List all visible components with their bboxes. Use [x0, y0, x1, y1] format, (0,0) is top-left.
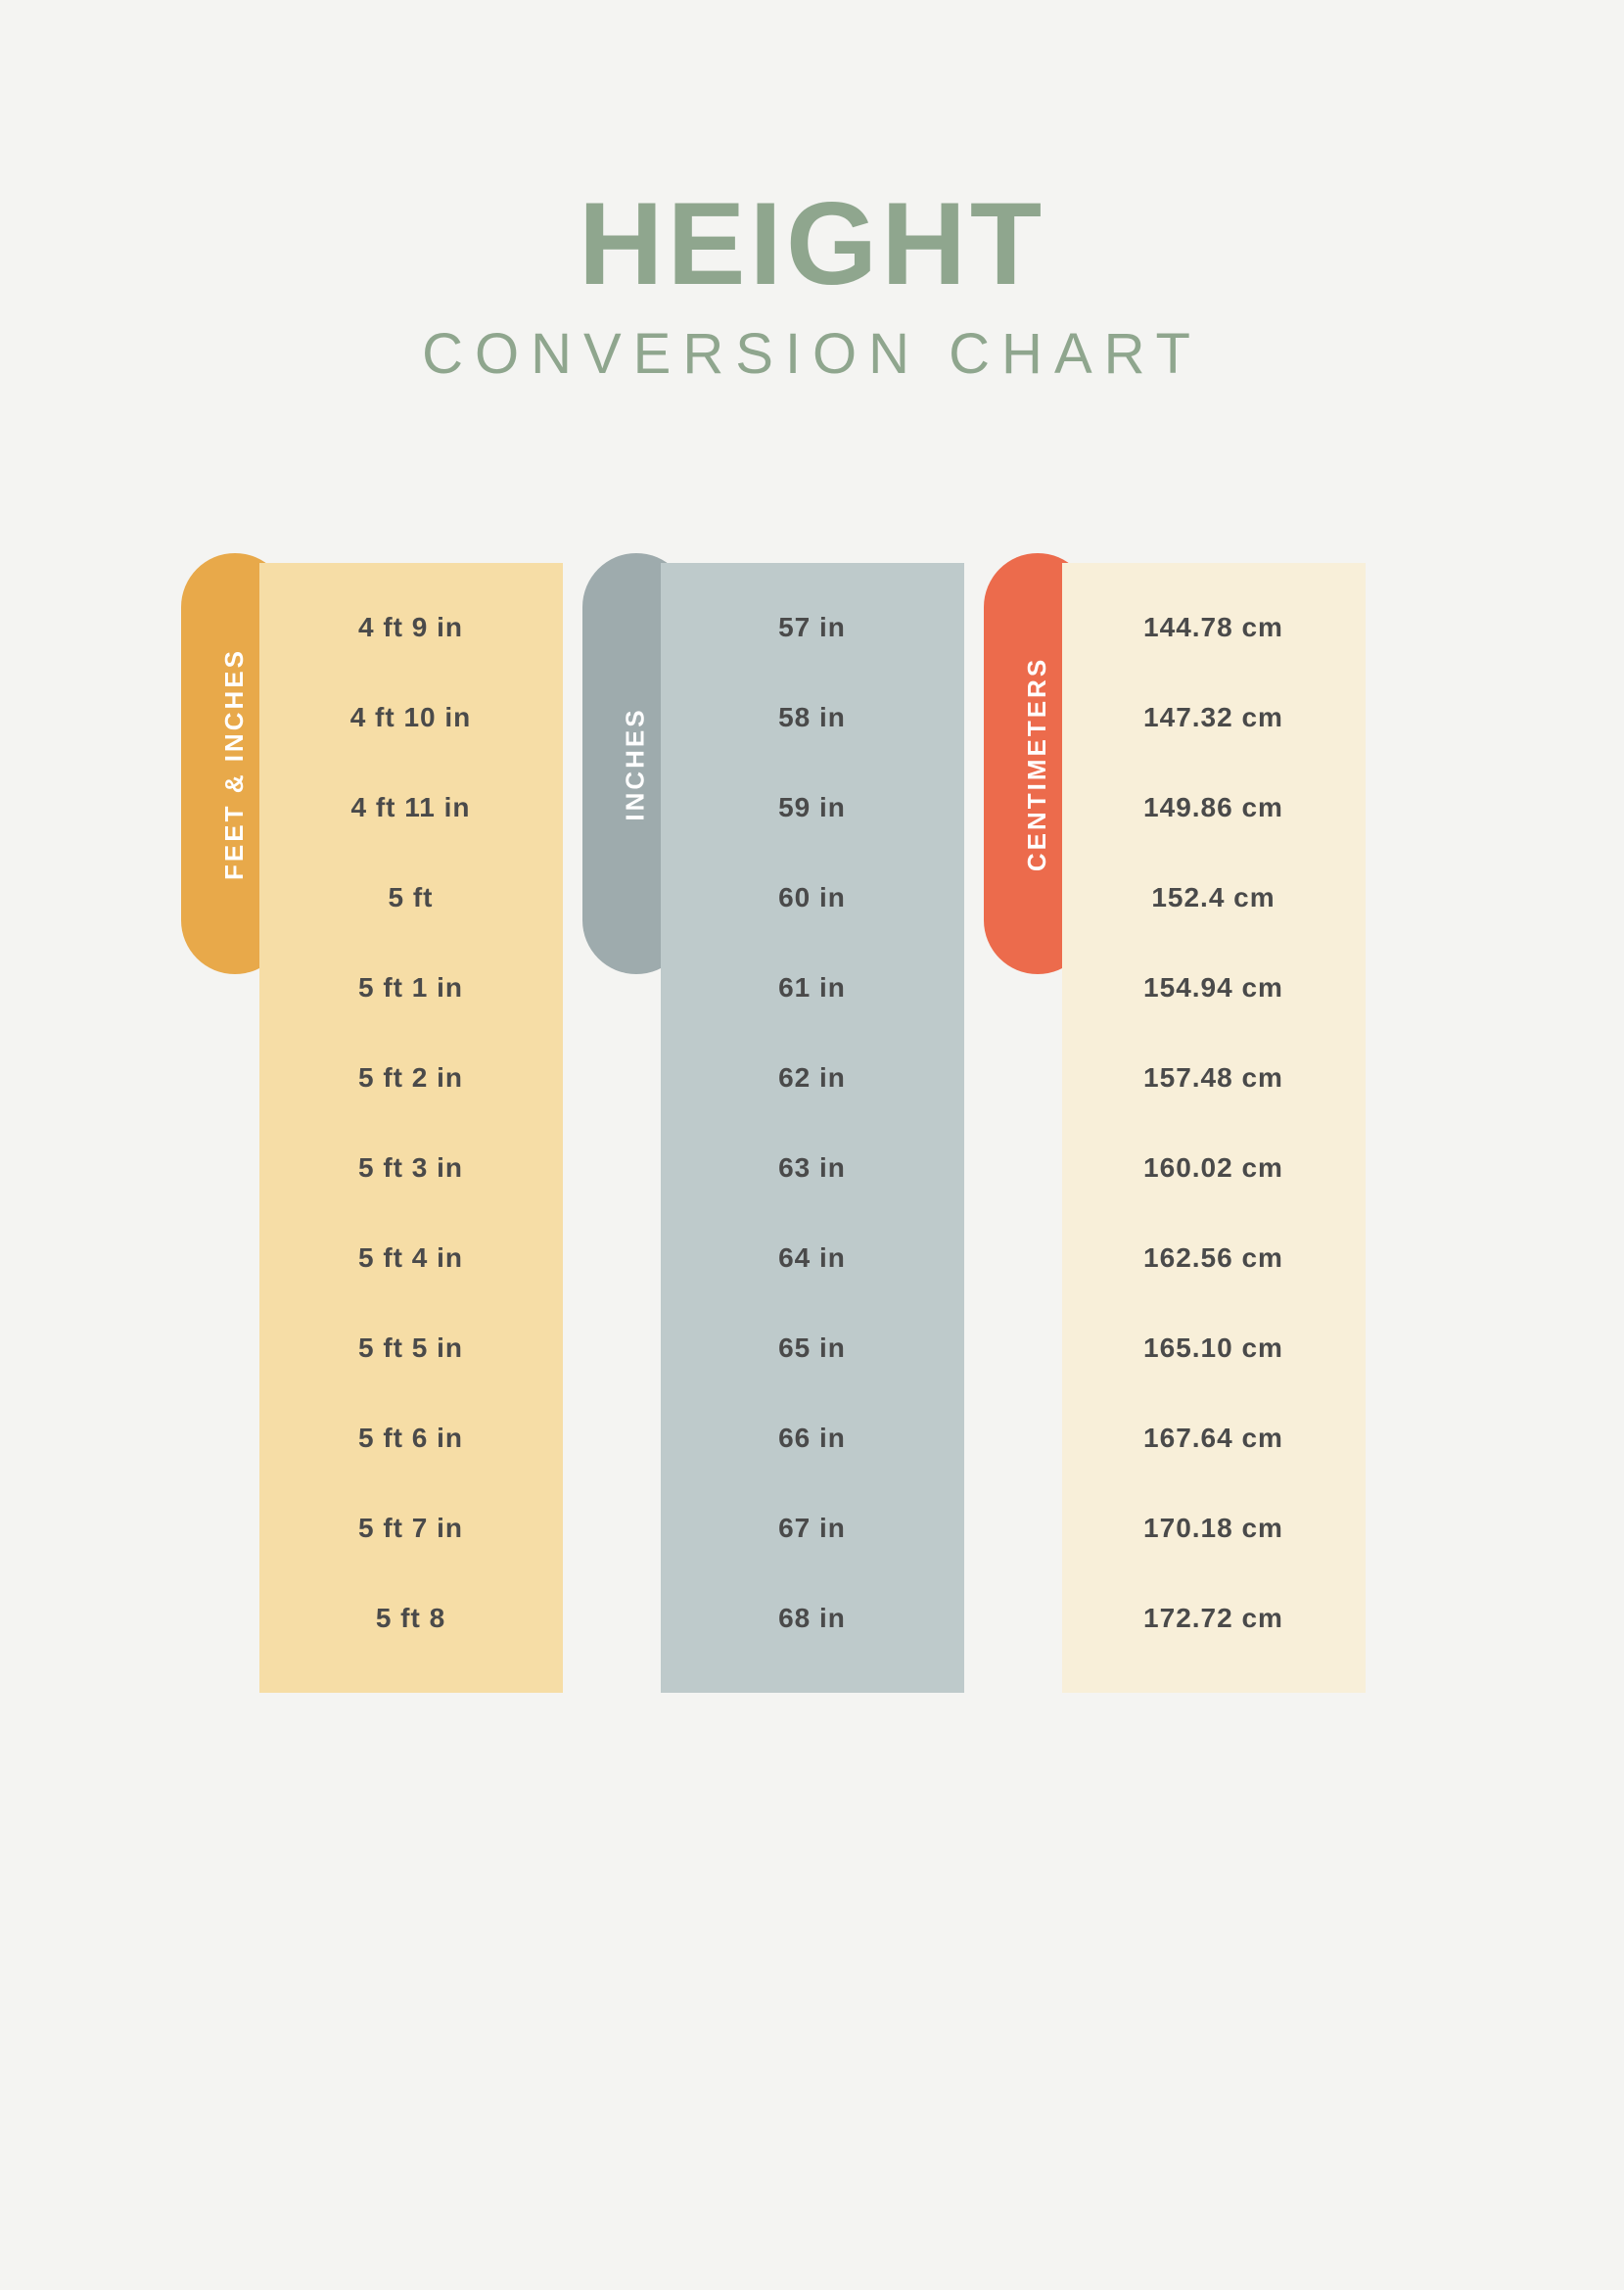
label-inches: INCHES — [621, 707, 651, 820]
cell: 65 in — [680, 1332, 945, 1364]
cell: 68 in — [680, 1603, 945, 1634]
cell: 154.94 cm — [1082, 972, 1346, 1004]
cell: 5 ft 4 in — [279, 1242, 543, 1274]
label-feet-inches: FEET & INCHES — [219, 648, 250, 880]
cell: 66 in — [680, 1423, 945, 1454]
cell: 149.86 cm — [1082, 792, 1346, 823]
cell: 5 ft 6 in — [279, 1423, 543, 1454]
chart-header: HEIGHT CONVERSION CHART — [117, 176, 1507, 387]
cell: 5 ft 5 in — [279, 1332, 543, 1364]
chart-container: FEET & INCHES 4 ft 9 in 4 ft 10 in 4 ft … — [117, 563, 1507, 1693]
chart-subtitle: CONVERSION CHART — [117, 321, 1507, 387]
cell: 160.02 cm — [1082, 1152, 1346, 1184]
cell: 167.64 cm — [1082, 1423, 1346, 1454]
cell: 170.18 cm — [1082, 1513, 1346, 1544]
cell: 60 in — [680, 882, 945, 913]
chart-title: HEIGHT — [117, 176, 1507, 311]
cell: 152.4 cm — [1082, 882, 1346, 913]
cell: 162.56 cm — [1082, 1242, 1346, 1274]
data-column-feet-inches: 4 ft 9 in 4 ft 10 in 4 ft 11 in 5 ft 5 f… — [259, 563, 563, 1693]
cell: 67 in — [680, 1513, 945, 1544]
cell: 144.78 cm — [1082, 612, 1346, 643]
cell: 62 in — [680, 1062, 945, 1094]
cell: 4 ft 11 in — [279, 792, 543, 823]
cell: 57 in — [680, 612, 945, 643]
label-centimeters: CENTIMETERS — [1022, 656, 1052, 870]
cell: 4 ft 9 in — [279, 612, 543, 643]
cell: 5 ft 7 in — [279, 1513, 543, 1544]
cell: 172.72 cm — [1082, 1603, 1346, 1634]
data-column-centimeters: 144.78 cm 147.32 cm 149.86 cm 152.4 cm 1… — [1062, 563, 1366, 1693]
cell: 58 in — [680, 702, 945, 733]
cell: 5 ft — [279, 882, 543, 913]
cell: 63 in — [680, 1152, 945, 1184]
column-centimeters: CENTIMETERS 144.78 cm 147.32 cm 149.86 c… — [1062, 563, 1366, 1693]
cell: 59 in — [680, 792, 945, 823]
cell: 5 ft 3 in — [279, 1152, 543, 1184]
cell: 157.48 cm — [1082, 1062, 1346, 1094]
cell: 4 ft 10 in — [279, 702, 543, 733]
cell: 147.32 cm — [1082, 702, 1346, 733]
data-column-inches: 57 in 58 in 59 in 60 in 61 in 62 in 63 i… — [661, 563, 964, 1693]
cell: 165.10 cm — [1082, 1332, 1346, 1364]
cell: 5 ft 1 in — [279, 972, 543, 1004]
cell: 64 in — [680, 1242, 945, 1274]
column-inches: INCHES 57 in 58 in 59 in 60 in 61 in 62 … — [661, 563, 964, 1693]
cell: 5 ft 2 in — [279, 1062, 543, 1094]
cell: 61 in — [680, 972, 945, 1004]
column-feet-inches: FEET & INCHES 4 ft 9 in 4 ft 10 in 4 ft … — [259, 563, 563, 1693]
cell: 5 ft 8 — [279, 1603, 543, 1634]
